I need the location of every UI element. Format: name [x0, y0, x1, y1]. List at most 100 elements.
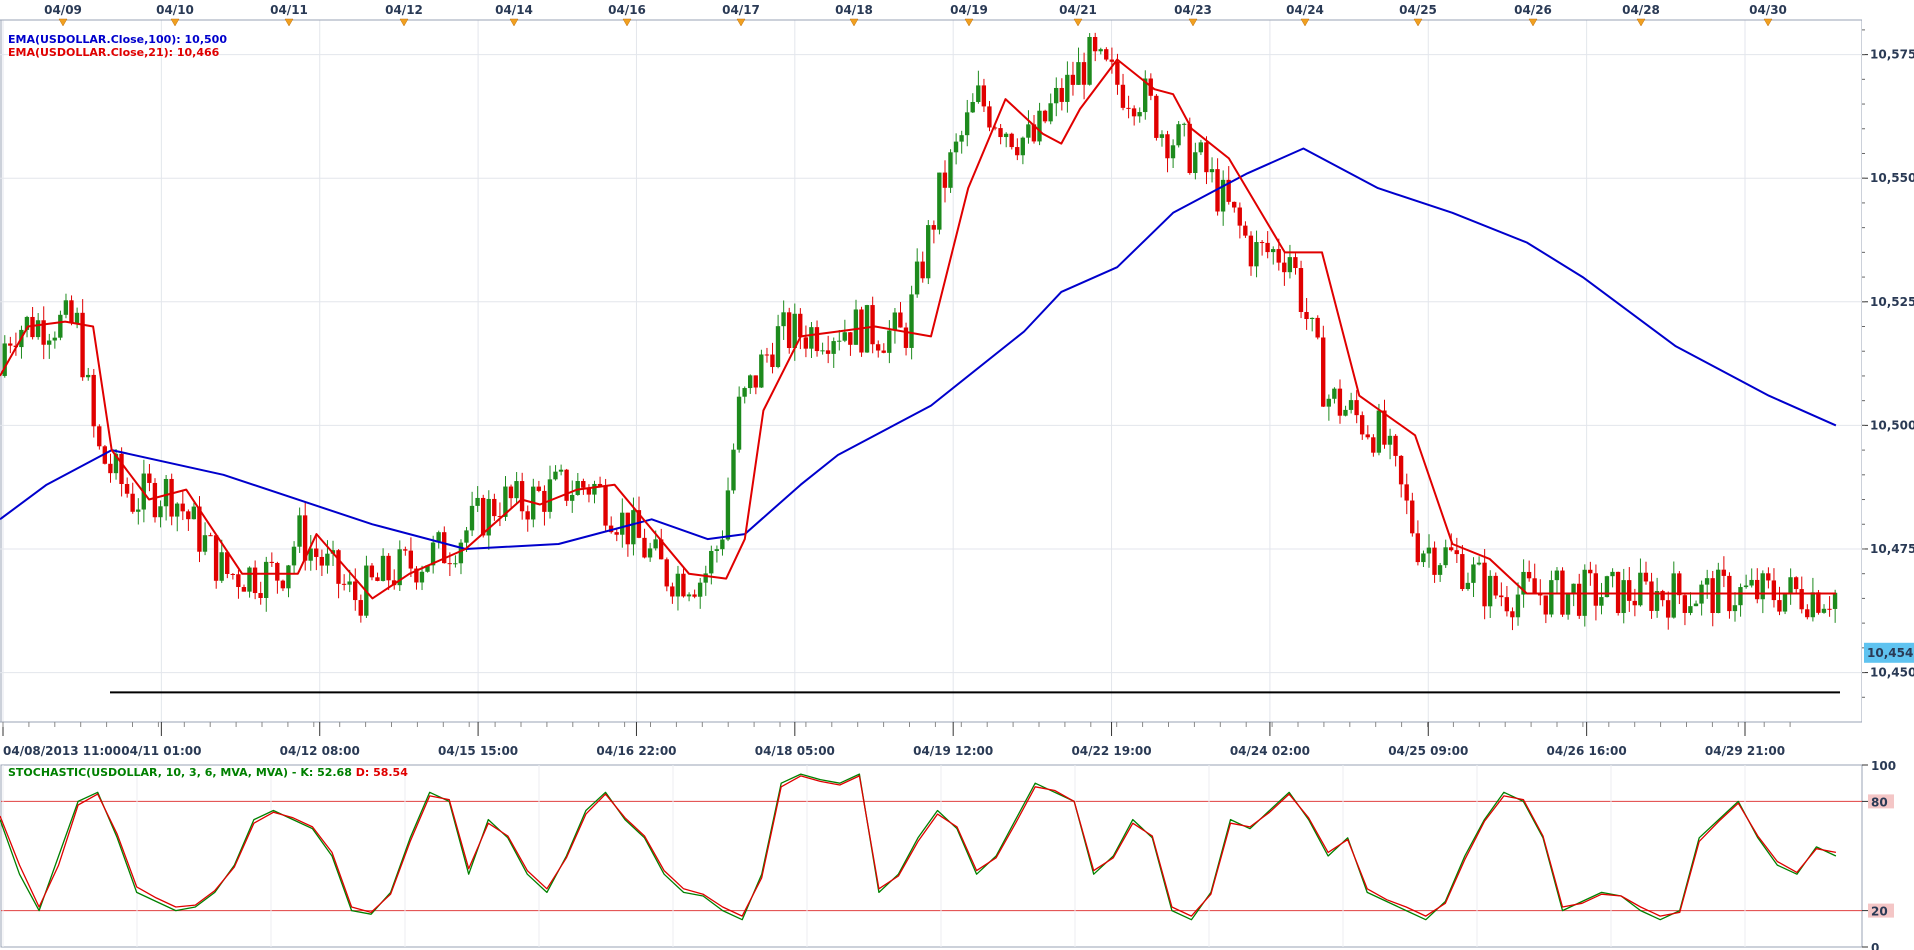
candle-body	[903, 327, 909, 348]
candle-body	[820, 350, 825, 352]
candle-body	[964, 112, 970, 136]
candle-body	[1220, 179, 1226, 212]
candle-body	[569, 494, 575, 501]
stochastic-level-badge	[1868, 903, 1894, 918]
candle-body	[1315, 317, 1320, 338]
top-date-label: 04/21	[1059, 3, 1097, 17]
candle-body	[202, 535, 208, 552]
stochastic-y-label: 100	[1871, 759, 1896, 773]
candle-body	[859, 309, 864, 353]
candle-body	[1070, 74, 1076, 85]
candle-body	[1282, 262, 1287, 273]
candle-body	[870, 305, 875, 345]
candle-body	[1265, 242, 1270, 253]
candle-body	[1276, 249, 1281, 263]
top-date-marker	[1073, 18, 1083, 27]
candle-body	[1037, 110, 1042, 142]
candle-body	[414, 568, 419, 583]
candle-body	[775, 326, 781, 368]
candle-body	[1521, 571, 1526, 595]
candle-body	[970, 102, 975, 113]
candle-body	[347, 581, 352, 585]
candle-body	[1816, 592, 1821, 613]
candles-group	[2, 32, 1838, 631]
candle-body	[1176, 124, 1181, 146]
candle-body	[1504, 597, 1509, 612]
stochastic-frame	[0, 764, 1863, 948]
candle-body	[1048, 103, 1053, 122]
candle-body	[759, 354, 764, 388]
candle-body	[681, 573, 686, 597]
top-date-marker	[399, 18, 409, 27]
candle-body	[1193, 152, 1198, 174]
candle-body	[119, 453, 124, 485]
stochastic-d-value: D: 58.54	[355, 766, 408, 779]
candle-body	[603, 486, 608, 526]
candle-body	[1627, 580, 1632, 601]
candle-body	[714, 549, 719, 551]
candle-body	[1732, 605, 1738, 612]
candle-body	[753, 375, 758, 388]
candle-body	[953, 141, 959, 153]
top-date-label: 04/19	[950, 3, 988, 17]
candle-body	[180, 503, 185, 512]
candle-body	[1298, 268, 1304, 312]
candle-body	[920, 261, 925, 279]
candle-body	[52, 337, 57, 341]
candle-body	[1460, 554, 1465, 590]
candle-body	[69, 300, 74, 323]
stochastic-legend: STOCHASTIC(USDOLLAR, 10, 3, 6, MVA, MVA)…	[8, 766, 408, 779]
top-date-marker	[622, 18, 632, 27]
candle-body	[314, 548, 319, 557]
candle-body	[1232, 201, 1237, 208]
candle-body	[575, 481, 580, 495]
candle-body	[1543, 595, 1548, 615]
top-date-label: 04/17	[722, 3, 760, 17]
top-date-marker	[284, 18, 294, 27]
candle-body	[1671, 573, 1676, 618]
top-date-marker	[1636, 18, 1646, 27]
candle-body	[1593, 573, 1599, 606]
candle-body	[1042, 110, 1048, 122]
candle-body	[408, 550, 413, 569]
candle-body	[709, 550, 714, 574]
stochastic-k-value: K: 52.68	[300, 766, 352, 779]
candle-body	[1426, 547, 1432, 554]
candle-body	[1393, 435, 1398, 456]
candle-body	[380, 555, 386, 581]
candle-body	[1115, 61, 1120, 85]
top-date-label: 04/09	[44, 3, 82, 17]
candle-body	[814, 327, 820, 352]
candle-body	[647, 548, 653, 558]
candle-body	[1120, 84, 1126, 108]
candle-body	[263, 561, 269, 598]
candle-body	[926, 225, 931, 279]
candle-body	[391, 580, 397, 586]
candle-body	[1398, 455, 1404, 485]
top-date-label: 04/18	[835, 3, 873, 17]
candle-body	[887, 330, 892, 353]
candle-body	[1810, 592, 1815, 618]
candle-body	[981, 85, 987, 107]
top-date-marker	[1188, 18, 1198, 27]
candle-body	[803, 337, 808, 349]
candle-body	[1448, 547, 1454, 551]
candle-body	[1332, 388, 1337, 399]
candle-body	[664, 559, 669, 587]
candle-body	[1031, 124, 1037, 142]
candle-body	[219, 552, 224, 581]
candle-body	[336, 550, 341, 584]
last-price-label: 10,454	[1864, 642, 1914, 663]
candle-body	[1432, 547, 1437, 575]
candle-body	[692, 594, 697, 597]
candle-body	[1181, 123, 1187, 125]
top-date-marker	[170, 18, 180, 27]
stochastic-panel: 100 80 20 0	[0, 759, 1896, 950]
ema-legend: EMA(USDOLLAR.Close,100): 10,500 EMA(USDO…	[8, 33, 227, 59]
candle-body	[425, 565, 430, 572]
y-tick-label: 10,550	[1870, 171, 1914, 185]
candle-body	[564, 469, 569, 501]
candle-body	[703, 573, 708, 583]
candle-body	[1782, 594, 1788, 612]
